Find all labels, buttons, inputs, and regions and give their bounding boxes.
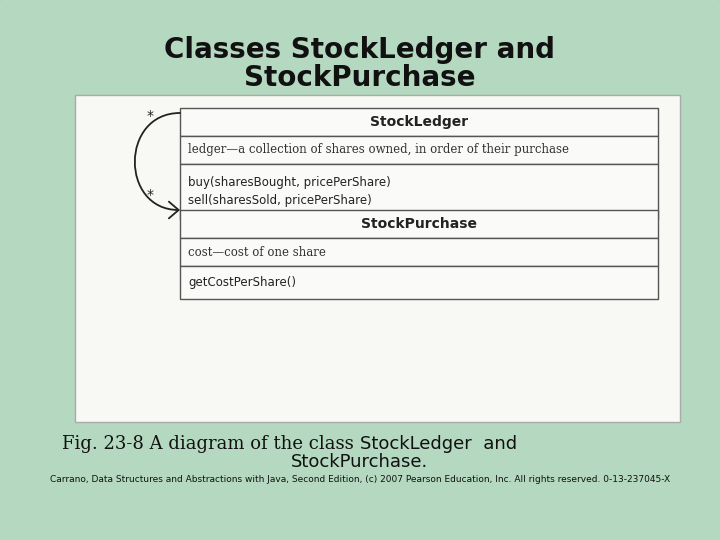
Text: cost—cost of one share: cost—cost of one share xyxy=(188,246,326,259)
FancyBboxPatch shape xyxy=(180,238,658,266)
FancyBboxPatch shape xyxy=(75,95,680,422)
Text: StockPurchase: StockPurchase xyxy=(244,64,476,92)
Text: Carrano, Data Structures and Abstractions with Java, Second Edition, (c) 2007 Pe: Carrano, Data Structures and Abstraction… xyxy=(50,476,670,484)
Text: getCostPerShare(): getCostPerShare() xyxy=(188,276,296,289)
Text: sell(sharesSold, pricePerShare): sell(sharesSold, pricePerShare) xyxy=(188,194,372,207)
Text: StockPurchase.: StockPurchase. xyxy=(292,453,428,471)
FancyBboxPatch shape xyxy=(180,136,658,164)
Text: StockLedger  and: StockLedger and xyxy=(360,435,517,453)
Text: buy(sharesBought, pricePerShare): buy(sharesBought, pricePerShare) xyxy=(188,176,391,189)
Text: Fig. 23-8 A diagram of the class: Fig. 23-8 A diagram of the class xyxy=(63,435,360,453)
FancyBboxPatch shape xyxy=(180,266,658,299)
FancyArrowPatch shape xyxy=(135,113,180,218)
Text: *: * xyxy=(146,188,153,202)
Text: ledger—a collection of shares owned, in order of their purchase: ledger—a collection of shares owned, in … xyxy=(188,144,569,157)
Text: StockLedger: StockLedger xyxy=(370,115,468,129)
Text: *: * xyxy=(146,109,153,123)
Text: Classes StockLedger and: Classes StockLedger and xyxy=(164,36,556,64)
FancyBboxPatch shape xyxy=(180,164,658,219)
Text: StockPurchase: StockPurchase xyxy=(361,217,477,231)
FancyBboxPatch shape xyxy=(180,210,658,238)
FancyBboxPatch shape xyxy=(180,108,658,136)
